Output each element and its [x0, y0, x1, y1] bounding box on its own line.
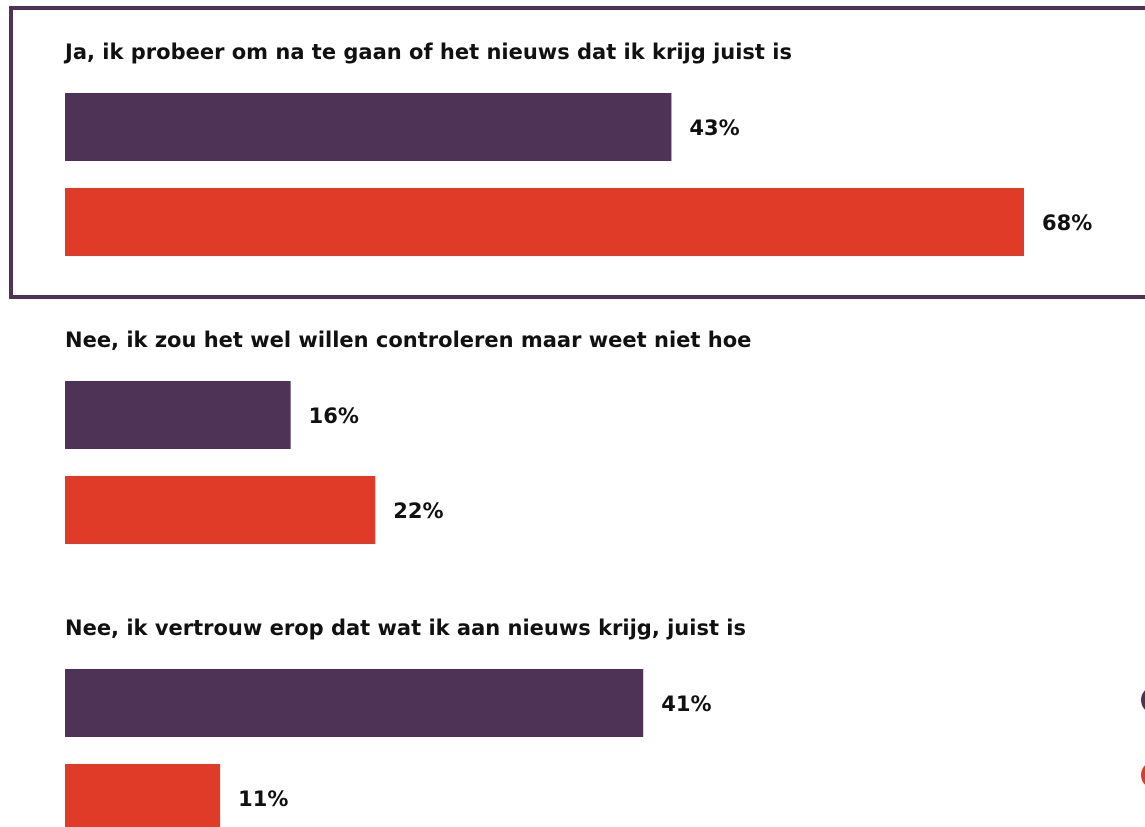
- category-label: Ja, ik probeer om na te gaan of het nieu…: [63, 40, 792, 64]
- category-label: Nee, ik vertrouw erop dat wat ik aan nie…: [65, 616, 746, 640]
- data-label: 41%: [661, 692, 711, 716]
- highlight-frame: [9, 6, 1145, 299]
- data-label: 68%: [1042, 211, 1092, 235]
- data-label: 22%: [393, 499, 443, 523]
- bar: [65, 476, 376, 544]
- bar: [65, 381, 291, 449]
- category-label: Nee, ik zou het wel willen controleren m…: [65, 328, 751, 352]
- bar: [65, 188, 1024, 256]
- data-label: 43%: [689, 116, 739, 140]
- data-label: 11%: [238, 787, 288, 811]
- legend-swatch: [1141, 765, 1145, 785]
- legend-swatch: [1141, 690, 1145, 710]
- bar: [65, 764, 221, 827]
- bar: [65, 93, 672, 161]
- data-label: 16%: [309, 404, 359, 428]
- bar: [65, 669, 644, 737]
